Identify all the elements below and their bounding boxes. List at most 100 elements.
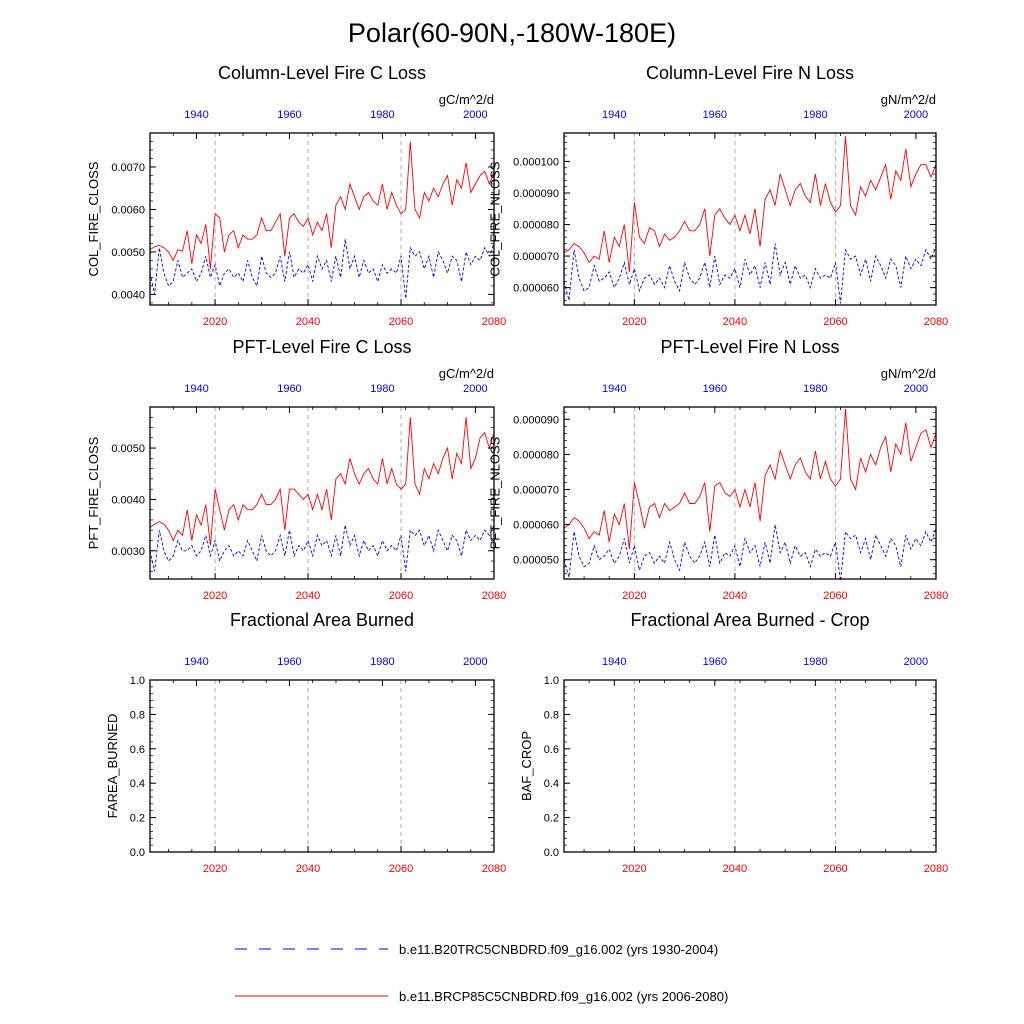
x-tick-label-bottom: 2060 xyxy=(389,590,413,602)
units-label: gN/m^2/d xyxy=(881,366,936,381)
chart-panel-2: Column-Level Fire N Loss gN/m^2/d 2020 2040… xyxy=(488,63,949,328)
x-tick-label-top: 1940 xyxy=(602,109,626,121)
series-line-future xyxy=(563,136,937,272)
series-line-control xyxy=(149,239,495,299)
plot-frame xyxy=(563,679,937,853)
x-tick-label-top: 2000 xyxy=(463,383,487,395)
y-axis-label: PFT_FIRE_NLOSS xyxy=(488,436,503,549)
y-tick-label: 0.000090 xyxy=(513,414,559,426)
y-axis-label: COL_FIRE_NLOSS xyxy=(488,161,503,276)
x-tick-label-bottom: 2060 xyxy=(389,863,413,875)
y-axis-label: FAREA_BURNED xyxy=(105,714,120,819)
y-tick-label: 1.0 xyxy=(544,675,559,687)
x-tick-label-bottom: 2060 xyxy=(823,863,847,875)
y-tick-label: 0.000050 xyxy=(513,555,559,567)
y-tick-label: 0.0050 xyxy=(111,247,145,259)
y-tick-label: 0.0 xyxy=(130,847,145,859)
series-line-control xyxy=(563,524,937,581)
y-axis-label: BAF_CROP xyxy=(519,731,534,801)
x-tick-label-bottom: 2040 xyxy=(296,590,320,602)
y-tick-label: 0.8 xyxy=(544,709,559,721)
y-tick-label: 0.0060 xyxy=(111,204,145,216)
plot-frame xyxy=(563,132,937,306)
y-tick-label: 0.000100 xyxy=(513,156,559,168)
x-tick-label-bottom: 2060 xyxy=(823,316,847,328)
x-tick-label-top: 1980 xyxy=(803,383,827,395)
y-tick-label: 0.0050 xyxy=(111,443,145,455)
x-tick-label-bottom: 2020 xyxy=(203,316,227,328)
panel-title: Fractional Area Burned - Crop xyxy=(630,610,869,630)
y-tick-label: 0.000070 xyxy=(513,484,559,496)
x-tick-label-bottom: 2060 xyxy=(823,590,847,602)
chart-panel-1: Column-Level Fire C Loss gC/m^2/d 2020 2040… xyxy=(86,63,506,328)
x-tick-label-top: 1940 xyxy=(184,656,208,668)
x-tick-label-bottom: 2040 xyxy=(296,316,320,328)
legend-item-2: b.e11.BRCP85C5CNBDRD.f09_g16.002 (yrs 20… xyxy=(235,989,728,1004)
x-tick-label-top: 1980 xyxy=(370,656,394,668)
y-tick-label: 0.000060 xyxy=(513,520,559,532)
y-tick-label: 0.000090 xyxy=(513,188,559,200)
x-tick-label-top: 1960 xyxy=(277,656,301,668)
x-tick-label-top: 1940 xyxy=(602,383,626,395)
y-tick-label: 0.0030 xyxy=(111,546,145,558)
x-tick-label-bottom: 2080 xyxy=(482,316,506,328)
x-tick-label-bottom: 2080 xyxy=(924,316,948,328)
y-tick-label: 0.4 xyxy=(544,778,559,790)
y-tick-label: 0.000080 xyxy=(513,220,559,232)
x-tick-label-top: 1960 xyxy=(277,383,301,395)
legend-label: b.e11.BRCP85C5CNBDRD.f09_g16.002 (yrs 20… xyxy=(399,989,728,1004)
x-tick-label-top: 1940 xyxy=(184,383,208,395)
x-tick-label-bottom: 2020 xyxy=(622,316,646,328)
x-tick-label-bottom: 2020 xyxy=(622,863,646,875)
panel-title: Column-Level Fire N Loss xyxy=(646,63,854,83)
y-tick-label: 0.6 xyxy=(130,744,145,756)
x-tick-label-bottom: 2020 xyxy=(622,590,646,602)
y-tick-label: 0.0 xyxy=(544,847,559,859)
units-label: gC/m^2/d xyxy=(439,92,494,107)
x-tick-label-bottom: 2040 xyxy=(296,863,320,875)
x-tick-label-top: 1980 xyxy=(370,109,394,121)
y-tick-label: 0.0040 xyxy=(111,289,145,301)
y-tick-label: 0.000070 xyxy=(513,251,559,263)
x-tick-label-bottom: 2080 xyxy=(482,863,506,875)
chart-panel-5: Fractional Area Burned 2020 2040 2060 2080 19… xyxy=(105,610,506,875)
panel-title: PFT-Level Fire C Loss xyxy=(232,337,411,357)
chart-panel-4: PFT-Level Fire N Loss gN/m^2/d 2020 2040 206… xyxy=(488,337,949,602)
plot-frame xyxy=(563,406,937,580)
units-label: gN/m^2/d xyxy=(881,92,936,107)
y-tick-label: 0.4 xyxy=(130,778,145,790)
series-line-control xyxy=(149,524,495,572)
x-tick-label-top: 1960 xyxy=(703,656,727,668)
legend-item-1: b.e11.B20TRC5CNBDRD.f09_g16.002 (yrs 193… xyxy=(235,942,718,957)
units-label: gC/m^2/d xyxy=(439,366,494,381)
x-tick-label-top: 1980 xyxy=(803,656,827,668)
x-tick-label-top: 1940 xyxy=(184,109,208,121)
x-tick-label-top: 1940 xyxy=(602,656,626,668)
panels: Column-Level Fire C Loss gC/m^2/d 2020 2040… xyxy=(86,63,948,875)
x-tick-label-top: 2000 xyxy=(463,656,487,668)
x-tick-label-top: 1980 xyxy=(370,383,394,395)
x-tick-label-top: 2000 xyxy=(463,109,487,121)
y-tick-label: 0.000060 xyxy=(513,283,559,295)
series-line-future xyxy=(563,408,937,550)
series-line-future xyxy=(149,417,495,546)
y-tick-label: 0.000080 xyxy=(513,449,559,461)
x-tick-label-bottom: 2040 xyxy=(723,863,747,875)
chart-panel-6: Fractional Area Burned - Crop 2020 2040 206… xyxy=(519,610,948,875)
chart-panel-3: PFT-Level Fire C Loss gC/m^2/d 2020 2040 206… xyxy=(86,337,506,602)
y-axis-label: COL_FIRE_CLOSS xyxy=(86,161,101,276)
legend-label: b.e11.B20TRC5CNBDRD.f09_g16.002 (yrs 193… xyxy=(399,942,718,957)
y-tick-label: 0.2 xyxy=(544,813,559,825)
x-tick-label-bottom: 2040 xyxy=(723,316,747,328)
x-tick-label-bottom: 2020 xyxy=(203,863,227,875)
x-tick-label-top: 2000 xyxy=(904,109,928,121)
plot-frame xyxy=(149,132,495,306)
x-tick-label-bottom: 2060 xyxy=(389,316,413,328)
y-tick-label: 0.2 xyxy=(130,813,145,825)
y-tick-label: 0.6 xyxy=(544,744,559,756)
plot-frame xyxy=(149,406,495,580)
x-tick-label-top: 2000 xyxy=(904,383,928,395)
y-tick-label: 0.0070 xyxy=(111,162,145,174)
y-tick-label: 0.8 xyxy=(130,709,145,721)
